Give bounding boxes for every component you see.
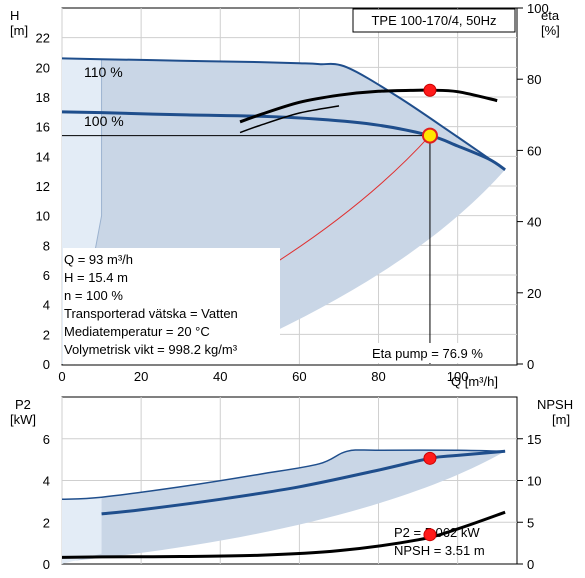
info-liquid: Transporterad vätska = Vatten [64, 306, 238, 321]
y-axis-left-label-line1: H [10, 8, 19, 23]
top-tick-labels: 0 20 40 60 80 100 0 2 4 6 8 10 12 14 16 18 20 22 0 20 40 60 80… [36, 1, 549, 384]
top-y-left-tick-label: 16 [36, 120, 50, 135]
bottom-tick-labels: 0 2 4 6 0 5 10 15 [43, 432, 542, 572]
top-curves [62, 57, 506, 364]
info-speed: n = 100 % [64, 288, 123, 303]
top-y-right-tick-label: 80 [527, 72, 541, 87]
top-duty-markers [421, 83, 438, 144]
top-x-tick-label: 100 [447, 369, 469, 384]
bottom-y-left-tick-label: 6 [43, 432, 50, 447]
title-box [352, 8, 516, 33]
top-y-left-tick-label: 4 [43, 298, 50, 313]
bottom-y-left-tick-label: 4 [43, 474, 50, 489]
top-x-tick-label: 40 [213, 369, 227, 384]
eta-curve-secondary [239, 105, 340, 134]
top-y-left-tick-label: 20 [36, 60, 50, 75]
y-axis-left-label-line2: [m] [10, 23, 28, 38]
bottom-y-left-tick-label: 2 [43, 515, 50, 530]
top-y-left-tick-label: 2 [43, 327, 50, 342]
info-flow: Q = 93 m³/h [64, 252, 133, 267]
top-y-right-tick-label: 0 [527, 357, 534, 372]
duty-point-marker [421, 127, 438, 144]
power-area [62, 449, 506, 564]
eta-label-box [370, 343, 510, 363]
npsh-curve [62, 510, 506, 559]
eta-curve [239, 88, 498, 124]
p2-curve-110 [62, 449, 506, 501]
info-temperature: Mediatemperatur = 20 °C [64, 324, 210, 339]
bottom-curves [62, 449, 506, 559]
curve-110-extension [62, 57, 102, 60]
bottom-y-right-tick-label: 10 [527, 474, 541, 489]
y-axis-right-label-line1: eta [541, 8, 560, 23]
top-x-tick-label: 60 [292, 369, 306, 384]
p2-curve-100 [101, 449, 506, 516]
info-box [63, 248, 280, 364]
curve-100-percent [62, 110, 506, 171]
top-x-tick-label: 20 [134, 369, 148, 384]
top-x-tick-label: 80 [371, 369, 385, 384]
top-y-left-tick-label: 6 [43, 268, 50, 283]
top-y-left-tick-label: 18 [36, 90, 50, 105]
p2-axis-label-line2: [kW] [10, 412, 36, 427]
bottom-y-left-tick-label: 0 [43, 557, 50, 572]
curve-110-percent [62, 57, 506, 171]
power-low-flow-zone [62, 497, 102, 564]
top-y-left-tick-label: 14 [36, 149, 50, 164]
bottom-y-right-tick-label: 5 [527, 515, 534, 530]
npsh-point-marker [423, 528, 437, 542]
p2-axis-label-line1: P2 [15, 397, 31, 412]
curve-label-110: 110 % [84, 64, 123, 80]
y-axis-right-label-line2: [%] [541, 23, 560, 38]
power-area-fill [62, 449, 506, 562]
eta-point-marker [423, 83, 437, 97]
top-y-right-tick-label: 40 [527, 215, 541, 230]
info-density: Volymetrisk vikt = 998.2 kg/m³ [64, 342, 238, 357]
npsh-axis-label-line1: NPSH [537, 397, 573, 412]
top-y-right-tick-label: 20 [527, 286, 541, 301]
npsh-value-label: NPSH = 3.51 m [394, 543, 485, 558]
p2-value-label: P2 = 5.062 kW [394, 525, 480, 540]
curve-label-100: 100 % [84, 113, 124, 129]
top-y-left-tick-label: 12 [36, 179, 50, 194]
info-head: H = 15.4 m [64, 270, 128, 285]
system-curve [279, 135, 431, 261]
top-y-left-tick-label: 10 [36, 209, 50, 224]
top-y-left-tick-label: 22 [36, 31, 50, 46]
eta-pump-label: Eta pump = 76.9 % [372, 346, 483, 361]
npsh-axis-label-line2: [m] [552, 412, 570, 427]
pump-performance-chart: 0 20 40 60 80 100 0 2 4 6 8 10 12 14 16 18 20 22 0 20 40 60 80… [10, 1, 560, 389]
top-y-right-tick-label: 100 [527, 1, 549, 16]
p2-point-marker [423, 451, 437, 465]
top-y-right-tick-label: 60 [527, 143, 541, 158]
power-npsh-chart: 0 2 4 6 0 5 10 15 P2 [kW] NPSH [m] P2 = 5.062 k… [10, 396, 573, 572]
curve-100-extension [62, 111, 102, 114]
top-y-left-tick-label: 8 [43, 238, 50, 253]
x-axis-label: Q [m³/h] [451, 374, 498, 389]
bottom-y-right-tick-label: 0 [527, 557, 534, 572]
bottom-duty-markers [423, 451, 437, 542]
chart-title: TPE 100-170/4, 50Hz [371, 13, 496, 28]
bottom-y-right-tick-label: 15 [527, 432, 541, 447]
top-x-tick-label: 0 [58, 369, 65, 384]
top-y-left-tick-label: 0 [43, 357, 50, 372]
